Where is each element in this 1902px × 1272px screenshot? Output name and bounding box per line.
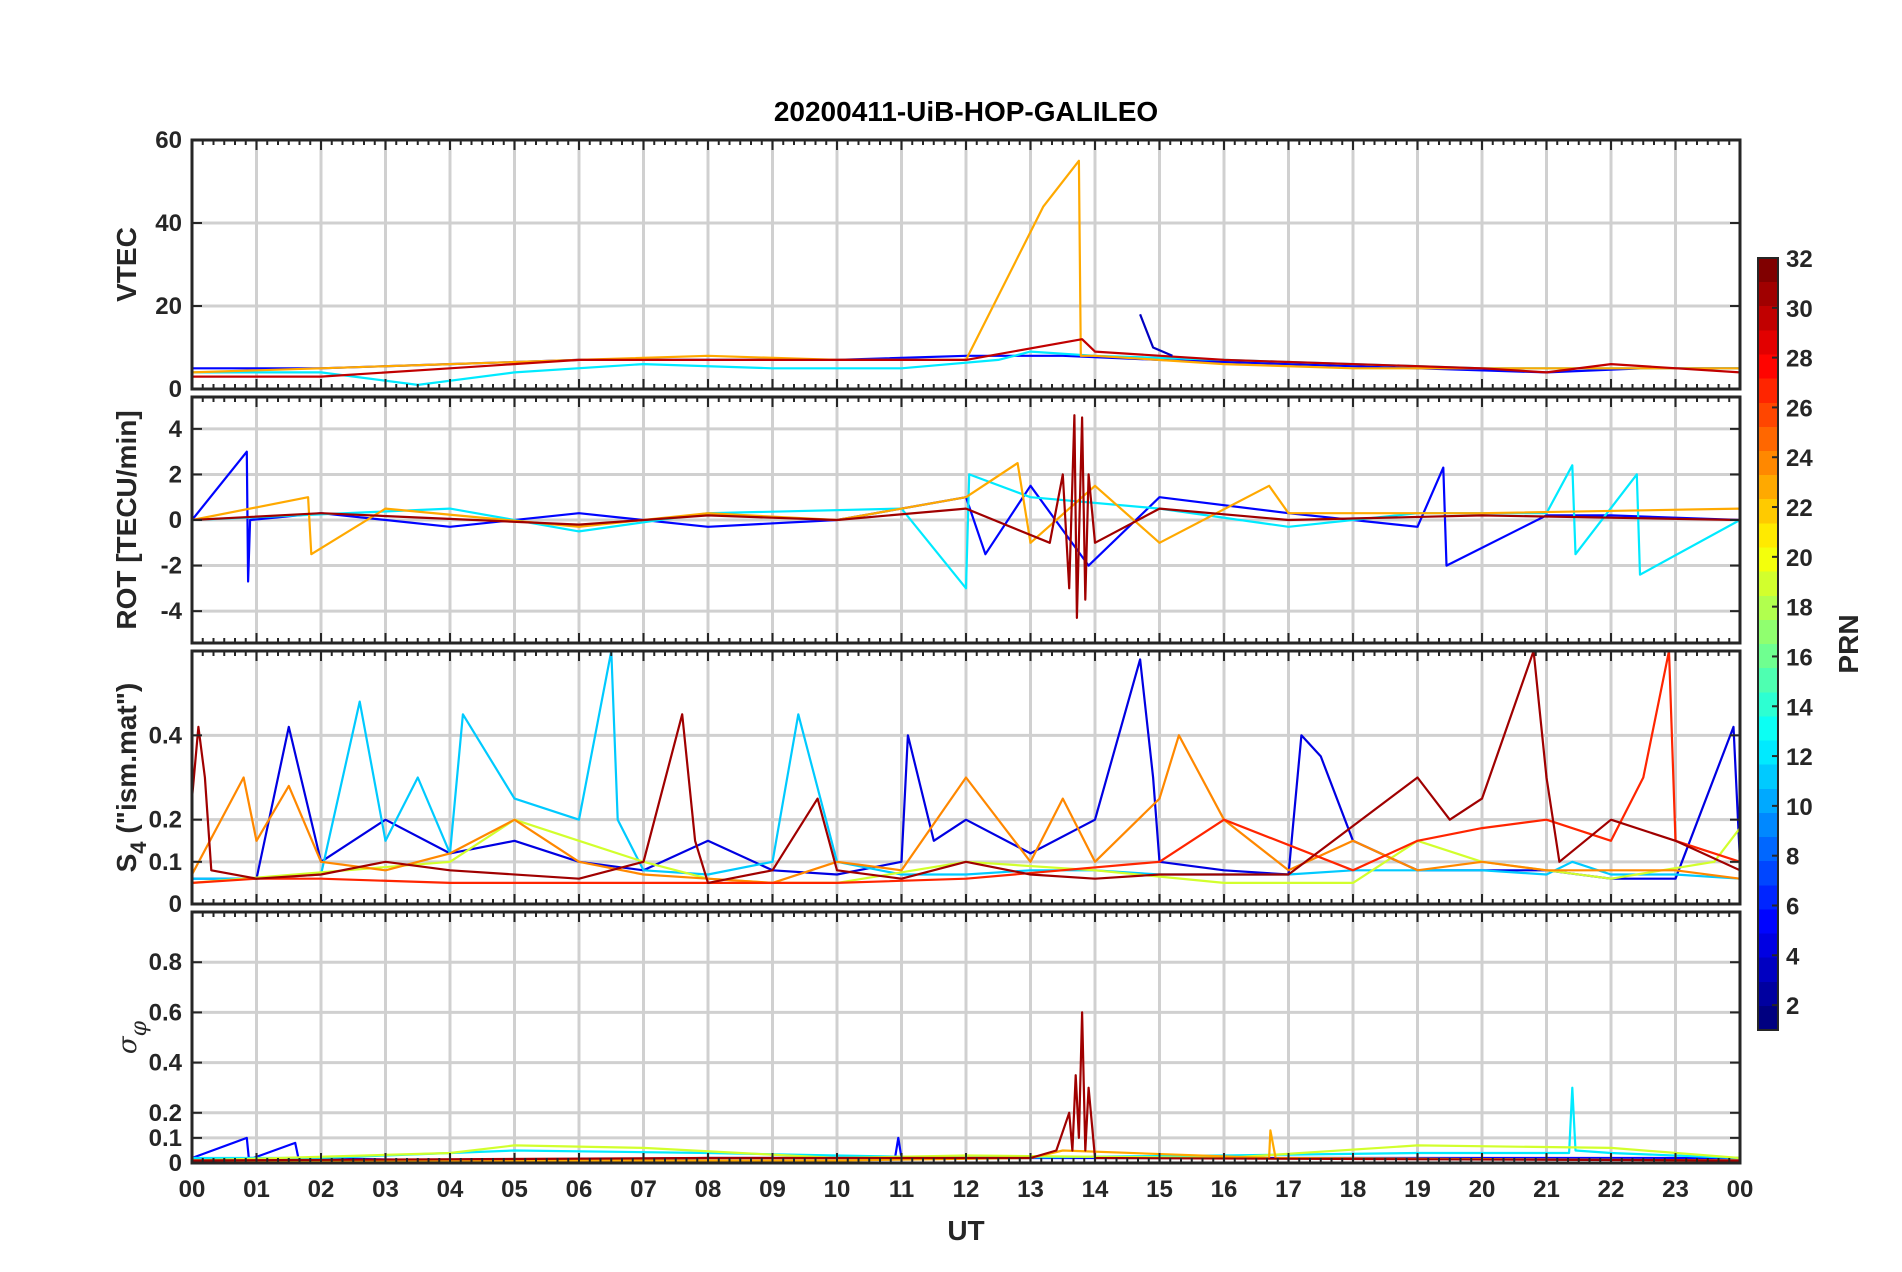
series-group	[192, 651, 1740, 885]
y-tick-label: -4	[161, 598, 183, 625]
x-tick-label: 13	[1017, 1176, 1044, 1203]
colorbar-frame	[1757, 257, 1779, 1031]
y-tick-label: 0	[169, 891, 182, 918]
colorbar-tick-label: 12	[1786, 744, 1813, 771]
x-tick-label: 12	[953, 1176, 980, 1203]
y-tick-label: 4	[169, 416, 183, 443]
x-axis-label: UT	[947, 1215, 984, 1246]
x-tick-label: 04	[437, 1176, 464, 1203]
colorbar-tick-label: 26	[1786, 395, 1813, 422]
x-tick-label: 08	[695, 1176, 722, 1203]
y-tick-label: 0.1	[149, 1125, 182, 1152]
x-tick-label: 10	[824, 1176, 851, 1203]
panel-4: 00.10.2 0.4 0.6 0.8 σφ	[113, 910, 1742, 1177]
series-line-prn-23	[192, 462, 1740, 556]
y-tick-label: 40	[155, 210, 182, 237]
colorbar-tick-label: 14	[1786, 694, 1813, 721]
y-tick-label: 0.4	[149, 722, 183, 749]
colorbar-tick-label: 6	[1786, 893, 1799, 920]
series-line-prn-24	[192, 734, 1740, 885]
x-tick-label: 23	[1662, 1176, 1689, 1203]
colorbar-tick-label: 18	[1786, 595, 1813, 622]
x-tick-label: 02	[308, 1176, 335, 1203]
series-line-prn-23	[192, 159, 1740, 374]
x-tick-label: 16	[1211, 1176, 1238, 1203]
y-tick-label: 0	[169, 376, 182, 403]
x-tick-label: 17	[1275, 1176, 1302, 1203]
panel-frame	[190, 138, 1742, 391]
series-line-prn-3	[1139, 313, 1173, 357]
x-tick-label: 21	[1533, 1176, 1560, 1203]
panel-frame	[190, 649, 1742, 906]
x-tick-label: 09	[759, 1176, 786, 1203]
y-tick-label: 20	[155, 293, 182, 320]
y-axis-label-panel-1: VTEC	[111, 227, 142, 302]
y-tick-label: 0.1	[149, 849, 182, 876]
series-line-prn-27	[192, 651, 1740, 885]
x-tick-label: 00	[1727, 1176, 1754, 1203]
colorbar-tick-label: 20	[1786, 545, 1813, 572]
colorbar-tick-label: 2	[1786, 993, 1799, 1020]
y-axis-label-panel-3: S4 ("ism.mat")	[111, 683, 151, 873]
colorbar-tick-label: 30	[1786, 296, 1813, 323]
panel-1: 0 20 40 60 VTEC	[111, 127, 1742, 403]
y-axis-label-panel-4: σφ	[113, 1020, 152, 1054]
colorbar-tick-label: 28	[1786, 346, 1813, 373]
colorbar-tick-label: 8	[1786, 844, 1799, 871]
panel-2: -4 -2 0 2 4 ROT [TECU/min]	[111, 395, 1742, 645]
y-tick-label: 0.2	[149, 1100, 182, 1127]
series-line-prn-31	[192, 651, 1740, 885]
x-tick-label: 22	[1598, 1176, 1625, 1203]
x-tick-label: 05	[501, 1176, 528, 1203]
x-tick-label: 14	[1082, 1176, 1109, 1203]
colorbar-label: PRN	[1833, 614, 1864, 673]
y-tick-label: 0	[169, 507, 182, 534]
colorbar-gradient	[1758, 258, 1778, 1030]
x-tick-label: 01	[243, 1176, 270, 1203]
series-group	[192, 414, 1740, 620]
x-tick-label: 00	[179, 1176, 206, 1203]
x-tick-label: 03	[372, 1176, 399, 1203]
x-tick-label: 19	[1404, 1176, 1431, 1203]
x-tick-label: 15	[1146, 1176, 1173, 1203]
series-line-prn-30	[192, 338, 1740, 378]
y-tick-label: 0.2	[149, 807, 182, 834]
colorbar-tick-label: 16	[1786, 644, 1813, 671]
chart-title: 20200411-UiB-HOP-GALILEO	[774, 96, 1158, 127]
y-tick-label: 0.6	[149, 999, 182, 1026]
colorbar-tick-label: 22	[1786, 495, 1813, 522]
y-tick-label: 0.8	[149, 949, 182, 976]
series-line-prn-11	[192, 651, 1740, 880]
x-tick-label: 06	[566, 1176, 593, 1203]
x-tick-label: 20	[1469, 1176, 1496, 1203]
y-axis-label-panel-2: ROT [TECU/min]	[111, 410, 142, 629]
x-tick-label: 18	[1340, 1176, 1367, 1203]
y-tick-label: 0.4	[149, 1050, 183, 1077]
x-tick-label: 11	[889, 1176, 914, 1203]
panel-frame	[190, 910, 1742, 1165]
x-tick-label: 07	[630, 1176, 657, 1203]
colorbar-tick-label: 10	[1786, 794, 1813, 821]
panel-frame	[190, 395, 1742, 645]
y-tick-label: 2	[169, 461, 182, 488]
colorbar-tick-label: 4	[1786, 943, 1800, 970]
colorbar-tick-label: 32	[1786, 246, 1813, 273]
y-tick-label: 60	[155, 127, 182, 154]
y-tick-label: -2	[161, 553, 182, 580]
y-tick-label: 0	[169, 1150, 182, 1177]
series-line-prn-31	[192, 414, 1740, 620]
panel-3: 0 0.1 0.2 0.4S4 ("ism.mat")	[111, 649, 1742, 918]
colorbar-tick-label: 24	[1786, 445, 1813, 472]
